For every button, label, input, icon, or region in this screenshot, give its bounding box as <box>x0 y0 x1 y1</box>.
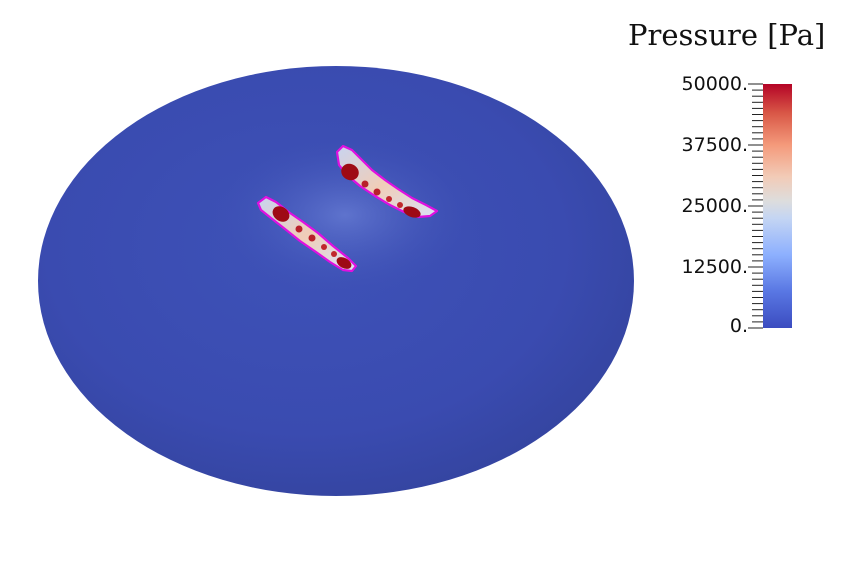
tick-label-min: 0. <box>729 315 748 337</box>
pressure-halo <box>205 130 485 300</box>
colorbar <box>748 83 792 329</box>
tick-label-max: 50000. <box>681 73 748 95</box>
tick-label-37500: 37500. <box>681 134 748 156</box>
contact-patch-right <box>335 144 439 219</box>
tick-label-12500: 12500. <box>681 256 748 278</box>
legend-title: Pressure [Pa] <box>628 18 826 52</box>
contact-patch-left <box>256 195 358 273</box>
tick-label-25000: 25000. <box>681 195 748 217</box>
colorbar-tick-marks <box>748 83 763 329</box>
colorbar-gradient <box>763 84 792 328</box>
